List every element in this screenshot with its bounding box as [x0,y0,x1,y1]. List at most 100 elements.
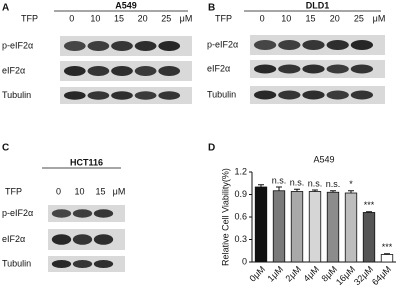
band [63,66,86,76]
row-label: Tubulin [207,89,236,99]
error-bar [258,184,264,187]
error-bar [330,190,336,193]
band [87,41,110,51]
error-bar [312,189,318,192]
cell-line: A549 [115,0,137,10]
band [93,260,114,268]
error-bar [366,211,372,213]
x-tick-label: 1μM [266,264,286,284]
bar [308,191,322,263]
unit: μM [373,13,386,23]
concentration: 20 [138,13,148,23]
band [111,41,133,51]
band [326,40,349,50]
row-label: eIF2α [2,234,25,244]
band [63,91,86,100]
band [278,40,301,50]
treatment-label: TFP [215,13,232,23]
concentration: 0 [69,13,74,23]
band [350,64,374,74]
band [134,66,157,76]
band [302,40,325,50]
x-tick-label: 4μM [302,264,322,284]
band [302,64,325,74]
band [278,64,301,74]
treatment-label: TFP [5,186,22,196]
band [350,90,374,100]
concentration: 25 [354,13,364,23]
y-axis-label: Relative Cell Viability(%) [220,168,230,266]
band [253,64,277,74]
band [326,64,349,74]
x-tick-label: 16μM [334,264,357,287]
unit: μM [180,13,193,23]
row-label: p-eIF2α [2,208,33,218]
significance: n.s. [308,178,323,188]
bar [326,191,340,263]
band [278,90,301,100]
band [158,66,181,76]
x-tick-label: 64μM [370,264,393,287]
band [253,90,277,100]
row-label: eIF2α [207,63,230,73]
cell-line: DLD1 [306,0,330,10]
panel-letter: A [2,3,9,14]
band [72,260,93,268]
treatment-label: TFP [21,13,38,23]
significance: n.s. [290,178,305,188]
bar [254,186,268,263]
x-tick-label: 32μM [352,264,375,287]
band [63,41,86,51]
significance: n.s. [326,179,341,189]
concentration: 15 [305,13,315,23]
x-tick-label: 0μM [248,264,268,284]
band [350,40,374,50]
band [111,91,133,100]
row-label: eIF2α [2,65,25,75]
concentration: 10 [90,13,100,23]
panel-letter: C [2,143,9,154]
significance: n.s. [272,175,287,185]
significance: *** [382,242,393,252]
concentration: 0 [260,13,265,23]
y-tick-label: 0.3 [234,234,247,244]
y-tick-label: 0.9 [234,189,247,199]
panel-letter: D [208,143,215,154]
concentration: 0 [56,186,61,196]
band [158,41,181,51]
concentration: 20 [330,13,340,23]
band [51,209,72,218]
significance: * [349,179,353,189]
y-tick-label: 1.2 [234,166,247,176]
unit: μM [113,186,126,196]
error-bar [384,253,390,255]
bar [272,190,286,263]
band [51,260,72,268]
band [326,90,349,100]
band [134,91,157,100]
concentration: 10 [74,186,84,196]
band [253,40,277,50]
y-tick-label: 0 [242,256,247,266]
row-label: p-eIF2α [2,40,33,50]
bar [380,254,394,263]
band [87,91,110,100]
band [51,234,72,245]
cell-line: HCT116 [70,157,103,167]
significance: *** [364,200,375,210]
row-label: Tubulin [2,258,31,268]
band [158,91,181,100]
band [72,234,93,245]
concentration: 25 [161,13,171,23]
concentration: 10 [281,13,291,23]
bar [362,212,376,263]
band [93,234,114,245]
error-bar [294,188,300,192]
band [302,90,325,100]
band [87,66,110,76]
x-tick-label: 2μM [284,264,304,284]
concentration: 15 [114,13,124,23]
error-bar [276,186,282,191]
band [111,66,133,76]
